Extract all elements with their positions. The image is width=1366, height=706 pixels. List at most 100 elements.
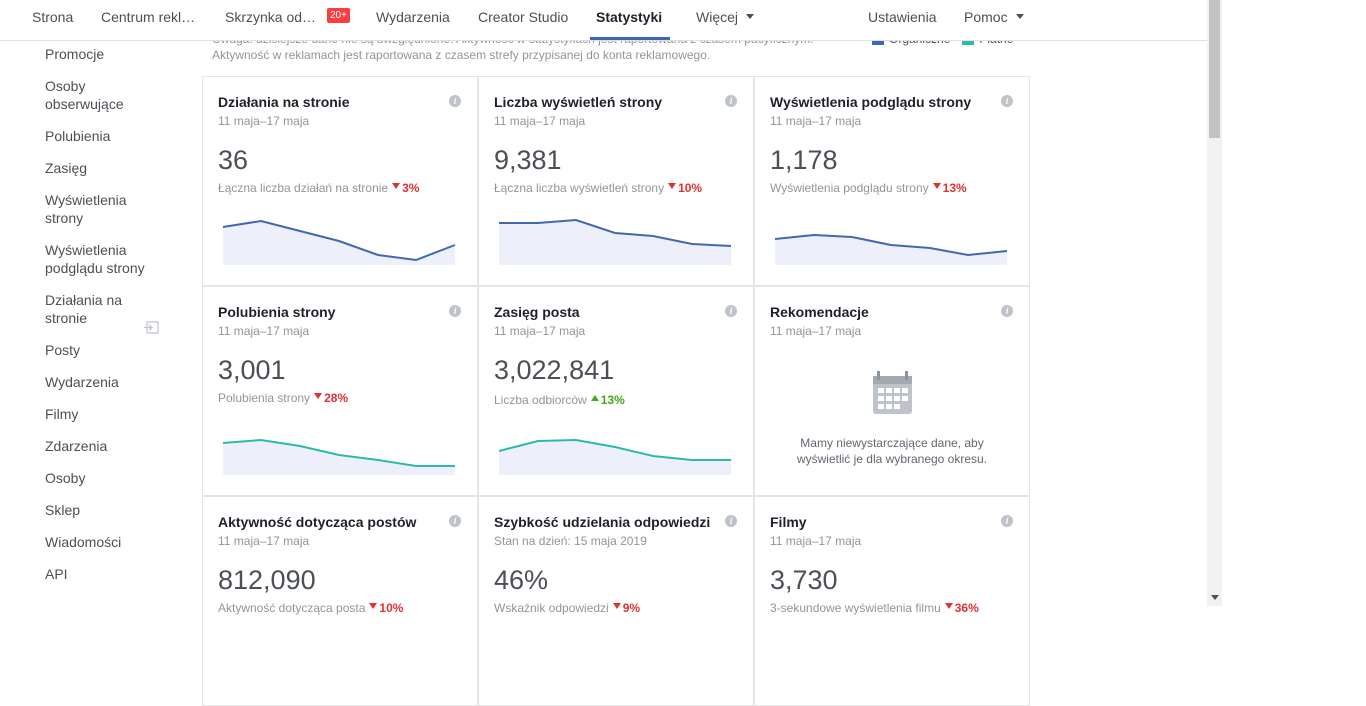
sidebar-item[interactable]: Wyświetlenia podglądu strony (45, 242, 145, 276)
card-date: 11 maja–17 maja (770, 534, 862, 548)
change: 36% (945, 601, 979, 615)
caption-text: 3-sekundowe wyświetlenia filmu (770, 601, 941, 615)
change: 9% (613, 601, 640, 615)
nav-item[interactable]: Strona (32, 9, 74, 25)
info-icon[interactable]: i (725, 305, 737, 317)
card-value: 3,022,841 (494, 355, 615, 385)
info-icon[interactable]: i (725, 515, 737, 527)
card-caption: Aktywność dotycząca posta 10% (218, 601, 403, 615)
nav-item[interactable]: Skrzynka od… (225, 9, 317, 25)
card-date: Stan na dzień: 15 maja 2019 (494, 534, 647, 548)
card-caption: Liczba odbiorców 13% (494, 391, 625, 407)
card-caption: Polubienia strony 28% (218, 391, 348, 405)
top-nav: Strona Centrum rekl… Skrzynka od… 20+ Wydarz… (0, 0, 1207, 41)
card-date: 11 maja–17 maja (494, 324, 586, 338)
card-date: 11 maja–17 maja (218, 114, 310, 128)
card-title: Aktywność dotycząca postów (218, 514, 417, 530)
nav-item[interactable]: Ustawienia (868, 9, 937, 25)
card-date: 11 maja–17 maja (770, 114, 862, 128)
notice-line: Aktywność w reklamach jest raportowana z… (212, 48, 711, 62)
caption-text: Polubienia strony (218, 391, 311, 405)
card-title: Zasięg posta (494, 304, 580, 320)
metric-card[interactable]: Rekomendacje 11 maja–17 maja i Mamy niewyst… (754, 286, 1030, 496)
info-icon[interactable]: i (725, 95, 737, 107)
card-date: 11 maja–17 maja (218, 534, 310, 548)
change: 10% (369, 601, 403, 615)
info-icon[interactable]: i (1001, 305, 1013, 317)
sidebar-item[interactable]: Zasięg (45, 160, 88, 176)
sidebar-item[interactable]: Posty (45, 342, 81, 358)
card-title: Działania na stronie (218, 94, 350, 110)
scrollbar (1207, 0, 1222, 606)
card-value: 36 (218, 145, 249, 175)
caption-text: Wskaźnik odpowiedzi (494, 601, 609, 615)
card-date: 11 maja–17 maja (218, 324, 310, 338)
card-caption: Łączna liczba działań na stronie 3% (218, 181, 419, 195)
metric-card[interactable]: Wyświetlenia podglądu strony 11 maja–17 m… (754, 76, 1030, 286)
sidebar-item[interactable]: Działania na stronie (45, 292, 123, 326)
card-date: 11 maja–17 maja (770, 324, 862, 338)
card-value: 46% (494, 565, 549, 595)
caption-text: Aktywność dotycząca posta (218, 601, 366, 615)
caption-text: Łączna liczba wyświetleń strony (494, 181, 665, 195)
metric-card[interactable]: Szybkość udzielania odpowiedzi Stan na dz… (478, 496, 754, 706)
nav-item[interactable]: Więcej (696, 9, 754, 25)
change: 28% (314, 391, 348, 405)
active-underline (590, 37, 670, 40)
sidebar-item[interactable]: Osoby (45, 470, 86, 486)
card-title: Liczba wyświetleń strony (494, 94, 663, 110)
info-icon[interactable]: i (449, 95, 461, 107)
card-title: Wyświetlenia podglądu strony (770, 94, 972, 110)
nav-item[interactable]: Statystyki (596, 9, 663, 25)
caption-text: Wyświetlenia podglądu strony (770, 181, 929, 195)
sidebar-item[interactable]: Wydarzenia (45, 374, 119, 390)
info-icon[interactable]: i (1001, 95, 1013, 107)
sidebar-item[interactable]: Zdarzenia (45, 438, 108, 454)
nav-item[interactable]: Pomoc (964, 9, 1024, 25)
metric-card[interactable]: Filmy 11 maja–17 maja i 3,730 3-sekundowe wy… (754, 496, 1030, 706)
card-date: 11 maja–17 maja (494, 114, 586, 128)
metric-card[interactable]: Liczba wyświetleń strony 11 maja–17 maja i… (478, 76, 754, 286)
sidebar-item[interactable]: Osoby obserwujące (45, 78, 124, 112)
metric-card[interactable]: Działania na stronie 11 maja–17 maja i 36 Łą… (202, 76, 478, 286)
sidebar: Promocje Osoby obserwujące Polubienia Zasię… (45, 38, 157, 590)
info-icon[interactable]: i (449, 305, 461, 317)
metric-card[interactable]: Aktywność dotycząca postów 11 maja–17 maj… (202, 496, 478, 706)
sidebar-item[interactable]: Wyświetlenia strony (45, 192, 127, 226)
sidebar-item[interactable]: Sklep (45, 502, 81, 518)
badge: 20+ (327, 8, 350, 23)
info-icon[interactable]: i (1001, 515, 1013, 527)
sidebar-item[interactable]: Promocje (45, 46, 105, 62)
metric-card[interactable]: Zasięg posta 11 maja–17 maja i 3,022,841 Lic… (478, 286, 754, 496)
card-title: Polubienia strony (218, 304, 336, 320)
sidebar-item[interactable]: Filmy (45, 406, 79, 422)
caption-text: Liczba odbiorców (494, 393, 587, 407)
card-caption: Łączna liczba wyświetleń strony 10% (494, 181, 702, 195)
scroll-arrow[interactable] (1211, 595, 1219, 604)
card-value: 3,730 (770, 565, 838, 595)
nav-item[interactable]: Centrum rekl… (101, 9, 196, 25)
change: 10% (668, 181, 702, 195)
sidebar-item[interactable]: API (45, 566, 68, 582)
scroll-thumb[interactable] (1209, 0, 1220, 138)
change: 13% (933, 181, 967, 195)
info-icon[interactable]: i (449, 515, 461, 527)
change: 3% (392, 181, 419, 195)
sidebar-item[interactable]: Polubienia (45, 128, 111, 144)
card-value: 1,178 (770, 145, 838, 175)
change: 13% (591, 393, 625, 407)
card-title: Szybkość udzielania odpowiedzi (494, 514, 711, 530)
metric-card[interactable]: Polubienia strony 11 maja–17 maja i 3,001 Po… (202, 286, 478, 496)
card-caption: 3-sekundowe wyświetlenia filmu 36% (770, 601, 979, 615)
nav-item[interactable]: Creator Studio (478, 9, 569, 25)
card-title: Filmy (770, 514, 807, 530)
caption-text: Łączna liczba działań na stronie (218, 181, 389, 195)
card-message: Mamy niewystarczające dane, aby wyświetl… (796, 436, 988, 466)
card-value: 812,090 (218, 565, 316, 595)
sidebar-item[interactable]: Wiadomości (45, 534, 122, 550)
page: Uwaga: dzisiejsze dane nie są uwzględnio… (0, 0, 1366, 606)
card-caption: Wyświetlenia podglądu strony 13% (770, 181, 967, 195)
card-caption: Wskaźnik odpowiedzi 9% (494, 601, 640, 615)
card-value: 9,381 (494, 145, 562, 175)
nav-item[interactable]: Wydarzenia (376, 9, 450, 25)
